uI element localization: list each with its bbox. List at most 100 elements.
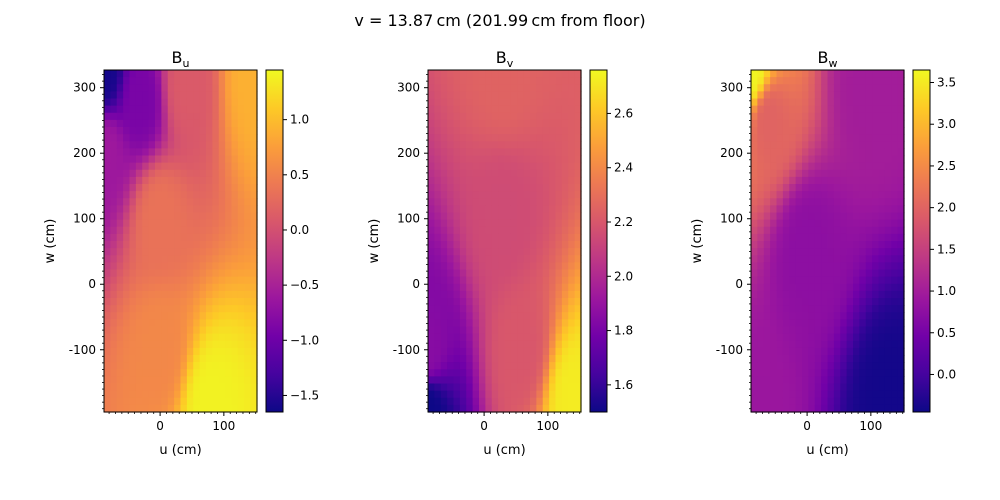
heatmap-cell xyxy=(789,404,797,413)
heatmap-cell xyxy=(802,404,809,413)
panel-title: Bw xyxy=(818,48,838,70)
heatmap-cell xyxy=(148,127,156,135)
heatmap-cell xyxy=(123,98,131,107)
heatmap-cell xyxy=(155,112,162,121)
heatmap-cell xyxy=(568,162,576,171)
heatmap-cell xyxy=(865,91,873,100)
heatmap-cell xyxy=(510,70,518,78)
heatmap-cell xyxy=(530,290,537,299)
heatmap-cell xyxy=(498,91,506,100)
heatmap-cell xyxy=(802,212,809,221)
heatmap-cell xyxy=(472,134,480,142)
heatmap-cell xyxy=(225,248,233,256)
heatmap-cell xyxy=(789,397,797,406)
heatmap-cell xyxy=(853,105,860,114)
heatmap-cell xyxy=(244,77,252,85)
heatmap-cell xyxy=(498,98,506,107)
heatmap-cell xyxy=(428,241,435,249)
y-tick-label: 100 xyxy=(397,212,420,226)
heatmap-cell xyxy=(574,70,582,78)
heatmap-cell xyxy=(884,340,892,349)
heatmap-cell xyxy=(225,340,233,349)
heatmap-cell xyxy=(212,112,220,121)
heatmap-cell xyxy=(833,105,841,114)
heatmap-cell xyxy=(142,191,150,199)
heatmap-cell xyxy=(504,98,512,107)
heatmap-cell xyxy=(428,176,435,185)
heatmap-cell xyxy=(510,155,518,164)
heatmap-cell xyxy=(466,119,474,128)
heatmap-cell xyxy=(237,404,245,413)
heatmap-cell xyxy=(110,355,118,363)
heatmap-cell xyxy=(536,298,544,306)
heatmap-cell xyxy=(510,112,518,121)
heatmap-cell xyxy=(225,134,233,142)
heatmap-cell xyxy=(129,383,137,392)
heatmap-cell xyxy=(491,298,499,306)
heatmap-cell xyxy=(897,155,905,164)
heatmap-cell xyxy=(840,305,848,313)
heatmap-cell xyxy=(504,298,512,306)
heatmap-cell xyxy=(453,77,461,85)
heatmap-cell xyxy=(459,169,467,178)
heatmap-cell xyxy=(479,91,486,100)
heatmap-cell xyxy=(440,241,448,249)
heatmap-cell xyxy=(859,70,867,78)
heatmap-cell xyxy=(878,176,886,185)
heatmap-cell xyxy=(491,376,499,385)
heatmap-cell xyxy=(523,219,531,228)
heatmap-cell xyxy=(802,155,809,164)
heatmap-cell xyxy=(206,362,213,370)
heatmap-cell xyxy=(186,269,194,278)
heatmap-cell xyxy=(802,283,809,292)
heatmap-cell xyxy=(466,98,474,107)
heatmap-cell xyxy=(757,340,765,349)
heatmap-cell xyxy=(549,84,557,92)
heatmap-cell xyxy=(237,134,245,142)
heatmap-cell xyxy=(110,212,118,221)
heatmap-cell xyxy=(751,148,758,157)
heatmap-cell xyxy=(530,397,537,406)
heatmap-cell xyxy=(542,134,550,142)
heatmap-cell xyxy=(789,376,797,385)
heatmap-cell xyxy=(193,347,201,356)
heatmap-cell xyxy=(225,84,233,92)
heatmap-cell xyxy=(218,269,226,278)
heatmap-cell xyxy=(878,305,886,313)
heatmap-cell xyxy=(770,262,778,271)
heatmap-cell xyxy=(878,369,886,377)
heatmap-cell xyxy=(231,105,239,114)
heatmap-cell xyxy=(555,226,563,235)
heatmap-cell xyxy=(536,376,544,385)
heatmap-cell xyxy=(498,276,506,285)
heatmap-cell xyxy=(808,269,816,278)
heatmap-cell xyxy=(523,155,531,164)
heatmap-cell xyxy=(568,290,576,299)
heatmap-cell xyxy=(897,233,905,242)
heatmap-cell xyxy=(789,184,797,192)
heatmap-cell xyxy=(568,212,576,221)
heatmap-cell xyxy=(218,312,226,320)
heatmap-cell xyxy=(859,198,867,206)
heatmap-cell xyxy=(846,233,854,242)
heatmap-cell xyxy=(167,248,175,256)
heatmap-cell xyxy=(129,376,137,385)
heatmap-cell xyxy=(840,84,848,92)
heatmap-cell xyxy=(250,70,258,78)
heatmap-cell xyxy=(167,333,175,342)
heatmap-cell xyxy=(237,241,245,249)
heatmap-cell xyxy=(250,191,258,199)
heatmap-cell xyxy=(237,276,245,285)
heatmap-cell xyxy=(878,112,886,121)
heatmap-cell xyxy=(865,226,873,235)
heatmap-cell xyxy=(821,255,829,263)
heatmap-cell xyxy=(180,134,188,142)
heatmap-cell xyxy=(795,305,803,313)
heatmap-cell xyxy=(504,369,512,377)
heatmap-cell xyxy=(884,312,892,320)
heatmap-cell xyxy=(110,219,118,228)
heatmap-cell xyxy=(479,319,486,328)
heatmap-cell xyxy=(135,91,143,100)
heatmap-cell xyxy=(199,205,207,214)
heatmap-cell xyxy=(763,70,771,78)
